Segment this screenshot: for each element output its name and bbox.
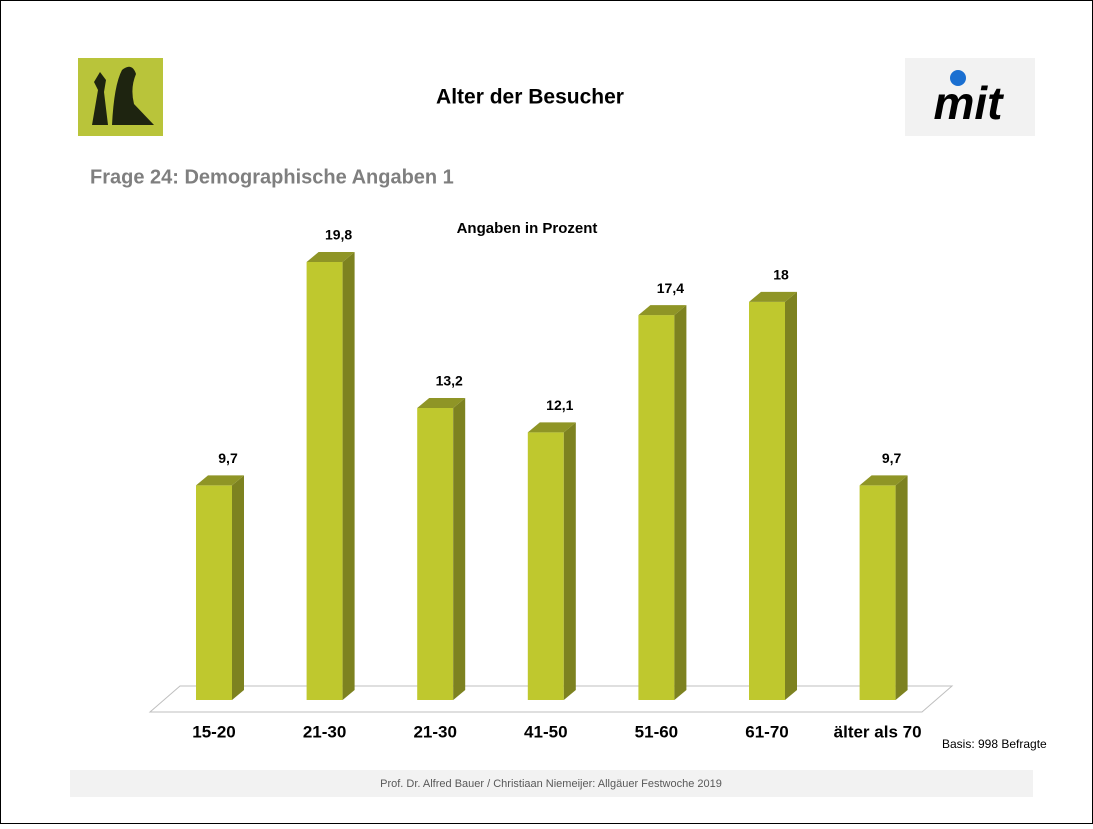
bar-side <box>895 475 908 700</box>
bar-top <box>527 422 576 433</box>
footer: Prof. Dr. Alfred Bauer / Christiaan Niem… <box>380 778 722 790</box>
bar-top <box>859 475 908 486</box>
bar-side <box>563 422 576 700</box>
x-tick-label: 51-60 <box>635 722 678 741</box>
bar-front <box>859 485 896 700</box>
bar-front <box>196 485 232 700</box>
x-tick-label: 61-70 <box>745 722 788 741</box>
x-tick-label: 15-20 <box>192 722 235 741</box>
bar-top <box>417 398 466 408</box>
floor <box>148 685 954 713</box>
value-label: 17,4 <box>657 280 684 296</box>
header-title: Alter der Besucher <box>436 86 624 109</box>
x-tick-label: 41-50 <box>524 722 567 741</box>
bar-top <box>306 252 355 262</box>
x-tick-label: 21-30 <box>303 722 346 741</box>
x-tick-label: älter als 70 <box>834 722 922 741</box>
bar-top <box>749 291 797 302</box>
bar <box>859 475 908 700</box>
bar-top <box>638 305 687 316</box>
x-tick-label: 21-30 <box>413 722 456 741</box>
right-logo: mit <box>934 77 1005 129</box>
bar <box>749 291 797 700</box>
bar-side <box>785 291 797 700</box>
bar-top <box>196 475 244 486</box>
left-logo <box>78 58 163 136</box>
bar <box>638 305 687 700</box>
bar-front <box>749 301 785 700</box>
bar-side <box>674 305 687 700</box>
bar-front <box>638 315 675 700</box>
bar <box>306 252 355 700</box>
value-label: 18 <box>773 267 789 283</box>
subtitle: Frage 24: Demographische Angaben 1 <box>90 166 454 188</box>
bar <box>196 475 244 700</box>
bar-side <box>342 252 355 700</box>
bar-front <box>306 262 343 700</box>
bar-front <box>527 432 564 700</box>
value-label: 13,2 <box>436 373 463 389</box>
chart-title: Angaben in Prozent <box>457 220 598 237</box>
bar <box>527 422 576 700</box>
footer-band <box>70 770 1033 797</box>
note: Basis: 998 Befragte <box>942 737 1047 751</box>
value-label: 12,1 <box>546 397 573 413</box>
bar-front <box>417 408 454 700</box>
right-logo-bg <box>905 58 1035 136</box>
value-label: 9,7 <box>882 450 902 466</box>
logo-dot <box>950 70 966 86</box>
bar-side <box>453 398 466 700</box>
value-label: 9,7 <box>218 450 238 466</box>
value-label: 19,8 <box>325 227 352 243</box>
bar <box>417 398 466 700</box>
bar-side <box>232 475 244 700</box>
